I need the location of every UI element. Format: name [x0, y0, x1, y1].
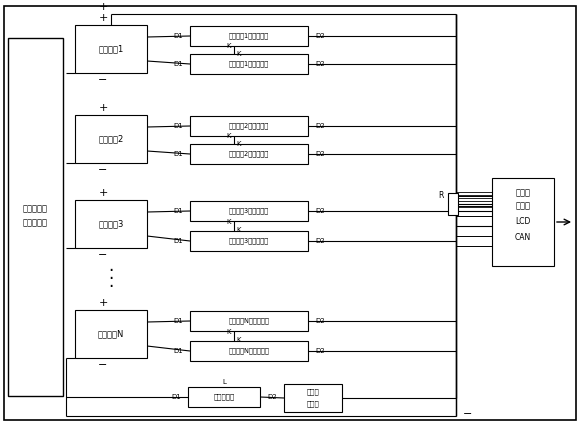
- Text: D2: D2: [315, 238, 325, 244]
- Text: D1: D1: [173, 151, 183, 157]
- Text: −: −: [99, 165, 108, 175]
- Text: 铁锂电池1第二接触器: 铁锂电池1第二接触器: [229, 61, 269, 67]
- Text: 保险丝: 保险丝: [307, 401, 319, 407]
- Text: +: +: [99, 13, 108, 23]
- Bar: [448, 193, 458, 215]
- Text: D1: D1: [171, 394, 181, 400]
- Text: K: K: [237, 141, 241, 147]
- Bar: [75, 200, 147, 248]
- Text: D2: D2: [315, 151, 325, 157]
- Text: 铁锂电池2第二接触器: 铁锂电池2第二接触器: [229, 151, 269, 157]
- Text: 铁锂电池电: 铁锂电池电: [23, 204, 48, 214]
- Text: K: K: [237, 51, 241, 57]
- Text: 直流接触器: 直流接触器: [213, 394, 234, 400]
- Text: CAN: CAN: [515, 234, 531, 243]
- Bar: [75, 115, 147, 163]
- Text: ·: ·: [108, 278, 114, 296]
- Bar: [8, 38, 63, 396]
- Bar: [492, 178, 554, 266]
- Text: K: K: [227, 219, 231, 225]
- Text: D2: D2: [267, 394, 276, 400]
- Bar: [284, 384, 342, 412]
- Text: 铁锂电池1: 铁锂电池1: [99, 45, 124, 53]
- Text: ·: ·: [108, 270, 114, 288]
- Text: +: +: [99, 188, 108, 198]
- Text: +: +: [99, 2, 108, 12]
- Text: 铁锂电池3: 铁锂电池3: [99, 220, 124, 229]
- Text: K: K: [227, 133, 231, 139]
- Text: K: K: [227, 329, 231, 335]
- Text: 单片机: 单片机: [515, 189, 531, 198]
- Bar: [75, 310, 147, 358]
- Text: K: K: [237, 337, 241, 343]
- Text: D1: D1: [173, 238, 183, 244]
- Bar: [190, 341, 308, 361]
- Text: D1: D1: [173, 348, 183, 354]
- Text: LCD: LCD: [515, 218, 531, 226]
- Text: D2: D2: [315, 33, 325, 39]
- Text: L: L: [222, 379, 226, 385]
- Text: D1: D1: [173, 33, 183, 39]
- Text: D1: D1: [173, 123, 183, 129]
- Text: D2: D2: [315, 348, 325, 354]
- Text: D2: D2: [315, 208, 325, 214]
- Text: 铁锂电池3第二接触器: 铁锂电池3第二接触器: [229, 238, 269, 244]
- Bar: [190, 231, 308, 251]
- Text: D2: D2: [315, 318, 325, 324]
- Bar: [75, 25, 147, 73]
- Text: 自恢复: 自恢复: [307, 389, 319, 395]
- Text: D1: D1: [173, 208, 183, 214]
- Text: ·: ·: [108, 262, 114, 280]
- Text: −: −: [99, 250, 108, 260]
- Text: 控制器: 控制器: [515, 201, 531, 210]
- Text: 铁锂电池3第一接触器: 铁锂电池3第一接触器: [229, 208, 269, 214]
- Text: 铁锂电池N第一接触器: 铁锂电池N第一接触器: [229, 318, 269, 324]
- Text: +: +: [99, 103, 108, 113]
- Text: 铁锂电池2第一接触器: 铁锂电池2第一接触器: [229, 123, 269, 129]
- Text: D1: D1: [173, 61, 183, 67]
- Text: −: −: [463, 409, 473, 419]
- Text: +: +: [99, 298, 108, 308]
- Bar: [190, 311, 308, 331]
- Text: R: R: [438, 192, 444, 201]
- Text: K: K: [227, 43, 231, 49]
- Bar: [190, 116, 308, 136]
- Text: 铁锂电池2: 铁锂电池2: [99, 134, 124, 143]
- Bar: [190, 201, 308, 221]
- Bar: [190, 26, 308, 46]
- Text: K: K: [237, 227, 241, 233]
- Text: −: −: [99, 75, 108, 85]
- Text: D1: D1: [173, 318, 183, 324]
- Text: D2: D2: [315, 123, 325, 129]
- Text: 铁锂电池1第一接触器: 铁锂电池1第一接触器: [229, 33, 269, 39]
- Bar: [190, 144, 308, 164]
- Bar: [190, 54, 308, 74]
- Text: 铁锂电池N第二接触器: 铁锂电池N第二接触器: [229, 348, 269, 354]
- Text: −: −: [99, 360, 108, 370]
- Bar: [188, 387, 260, 407]
- Text: D2: D2: [315, 61, 325, 67]
- Text: 铁锂电池N: 铁锂电池N: [98, 329, 124, 338]
- Text: 压检测模块: 压检测模块: [23, 218, 48, 228]
